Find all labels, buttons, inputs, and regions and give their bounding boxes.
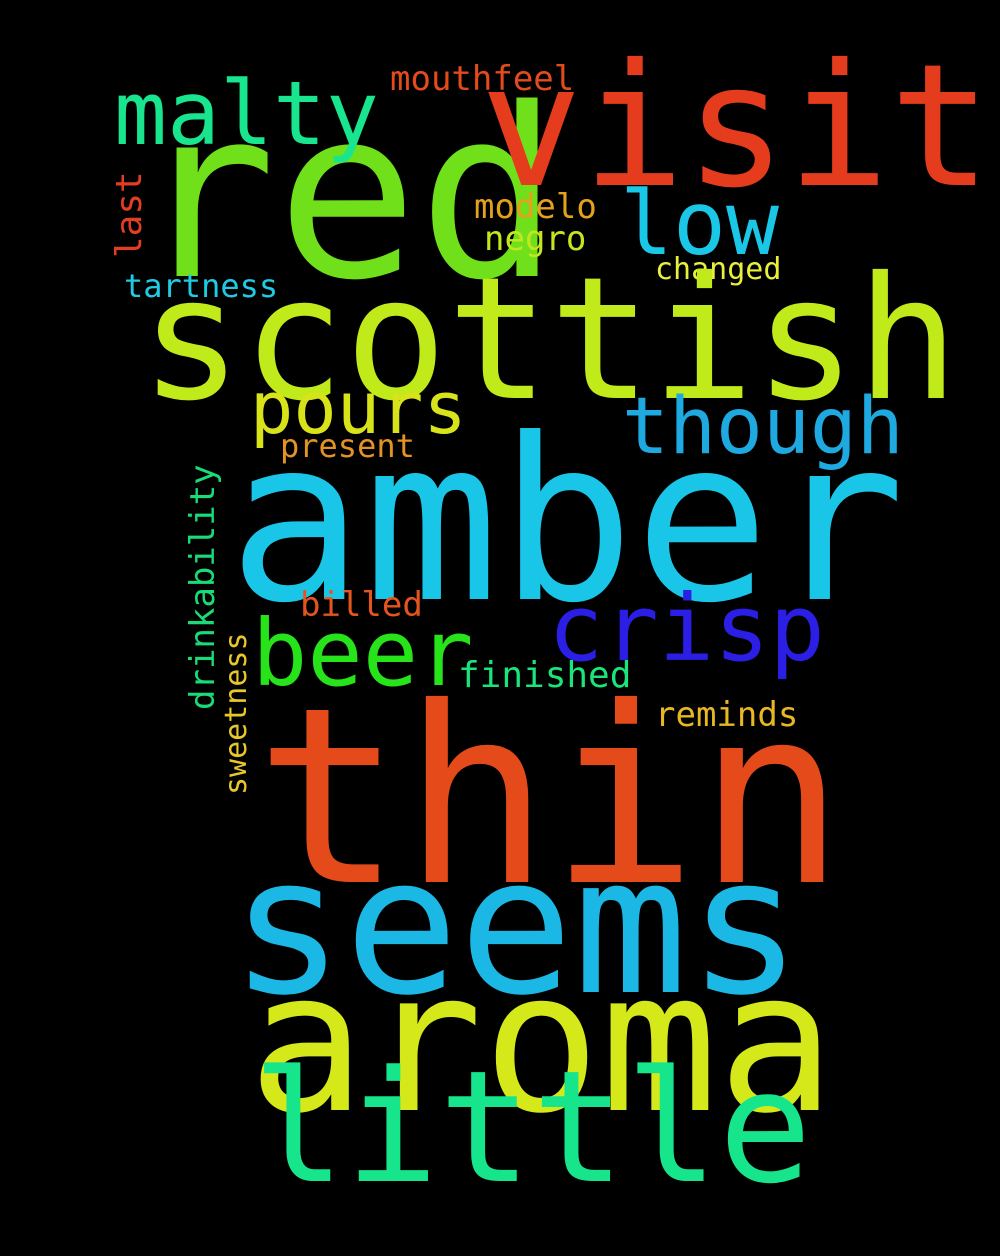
word-little: little: [252, 1037, 812, 1218]
word-finished: finished: [458, 655, 632, 696]
word-seems: seems: [230, 816, 802, 1037]
word-present: present: [280, 427, 415, 465]
word-though: though: [622, 382, 904, 472]
word-visit: visit: [480, 28, 992, 226]
word-malty: malty: [114, 62, 379, 165]
word-amber: amber: [228, 391, 906, 653]
word-tartness: tartness: [124, 267, 279, 305]
word-thin: thin: [255, 655, 846, 940]
word-mouthfeel: mouthfeel: [390, 59, 575, 99]
word-sweetness: sweetness: [219, 632, 254, 795]
word-drinkability: drinkability: [183, 464, 223, 710]
word-negro: negro: [484, 219, 587, 259]
word-crisp: crisp: [548, 575, 825, 682]
word-scottish: scottish: [140, 241, 959, 439]
word-red: red: [135, 59, 560, 332]
word-last: last: [109, 171, 150, 258]
word-reminds: reminds: [655, 695, 799, 735]
word-aroma: aroma: [248, 929, 835, 1156]
word-beer: beer: [252, 600, 474, 707]
word-billed: billed: [300, 585, 423, 625]
word-changed: changed: [655, 252, 782, 287]
word-low: low: [620, 172, 779, 275]
word-modelo: modelo: [474, 187, 597, 227]
word-pours: pours: [250, 366, 467, 450]
